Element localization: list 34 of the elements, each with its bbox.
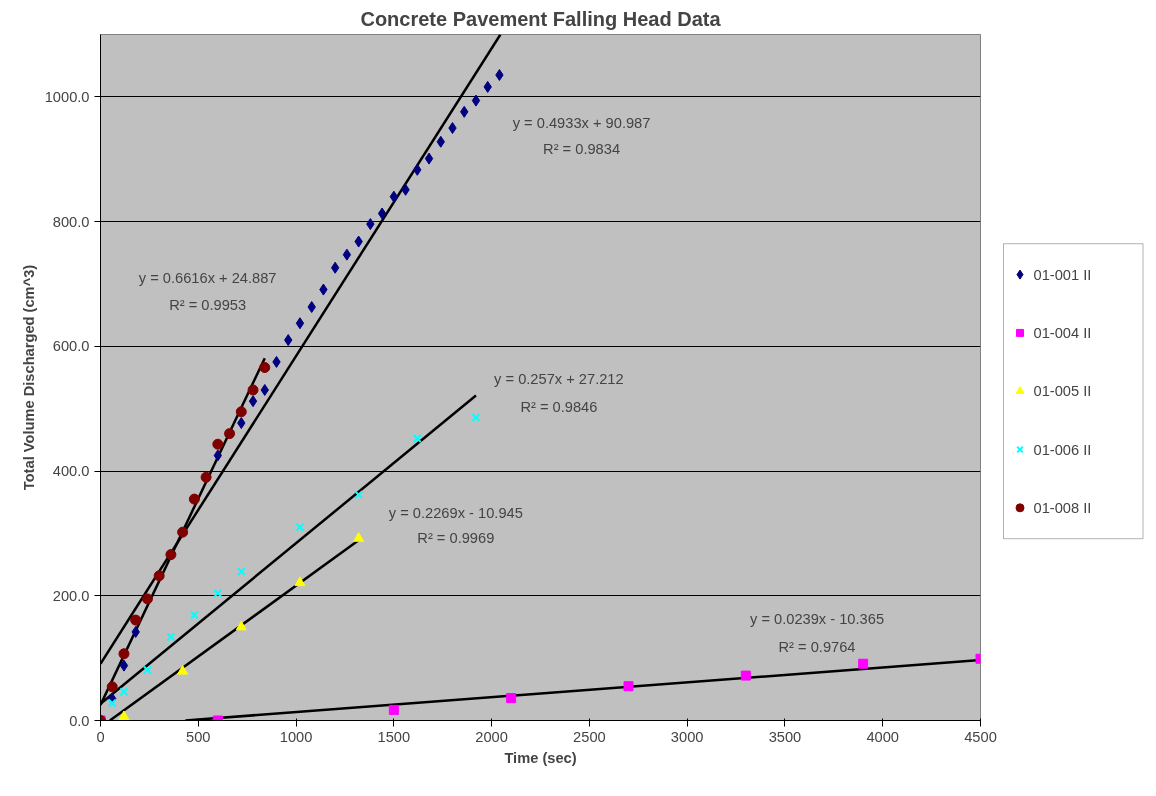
annotation: R² = 0.9834 (543, 141, 621, 158)
y-tick-label: 200.0 (52, 587, 90, 604)
x-tick-label: 1000 (279, 728, 313, 745)
legend-label: 01-008 II (1033, 499, 1092, 516)
x-tick-label: 3000 (670, 728, 704, 745)
legend-label: 01-005 II (1033, 383, 1092, 400)
x-tick-label: 0 (96, 728, 105, 745)
annotation: y = 0.6616x + 24.887 (138, 270, 277, 287)
y-tick-label: 1000.0 (44, 88, 90, 105)
annotation: R² = 0.9764 (778, 638, 856, 655)
y-tick-label: 600.0 (52, 338, 90, 355)
annotation: y = 0.257x + 27.212 (494, 371, 624, 388)
y-axis-title: Total Volume Discharged (cm^3) (20, 264, 37, 491)
x-tick-label: 3500 (768, 728, 802, 745)
annotation: y = 0.4933x + 90.987 (512, 115, 651, 132)
annotation: R² = 0.9969 (417, 529, 495, 546)
y-tick-label: 400.0 (52, 463, 90, 480)
annotation: y = 0.0239x - 10.365 (750, 611, 885, 628)
x-tick-label: 2500 (573, 728, 606, 745)
annotation: y = 0.2269x - 10.945 (388, 504, 523, 521)
chart-title: Concrete Pavement Falling Head Data (360, 7, 722, 30)
x-axis-title: Time (sec) (504, 749, 577, 766)
y-tick-label: 800.0 (52, 213, 90, 230)
legend-label: 01-006 II (1033, 441, 1092, 458)
x-tick-label: 2000 (475, 728, 508, 745)
legend-label: 01-001 II (1033, 266, 1092, 283)
y-tick-label: 0.0 (69, 712, 90, 729)
annotation: R² = 0.9846 (520, 398, 598, 415)
x-tick-label: 500 (186, 728, 211, 745)
x-tick-label: 1500 (377, 728, 411, 745)
x-tick-label: 4500 (964, 728, 997, 745)
legend-label: 01-004 II (1033, 324, 1092, 341)
annotation: R² = 0.9953 (169, 296, 247, 313)
x-tick-label: 4000 (866, 728, 900, 745)
